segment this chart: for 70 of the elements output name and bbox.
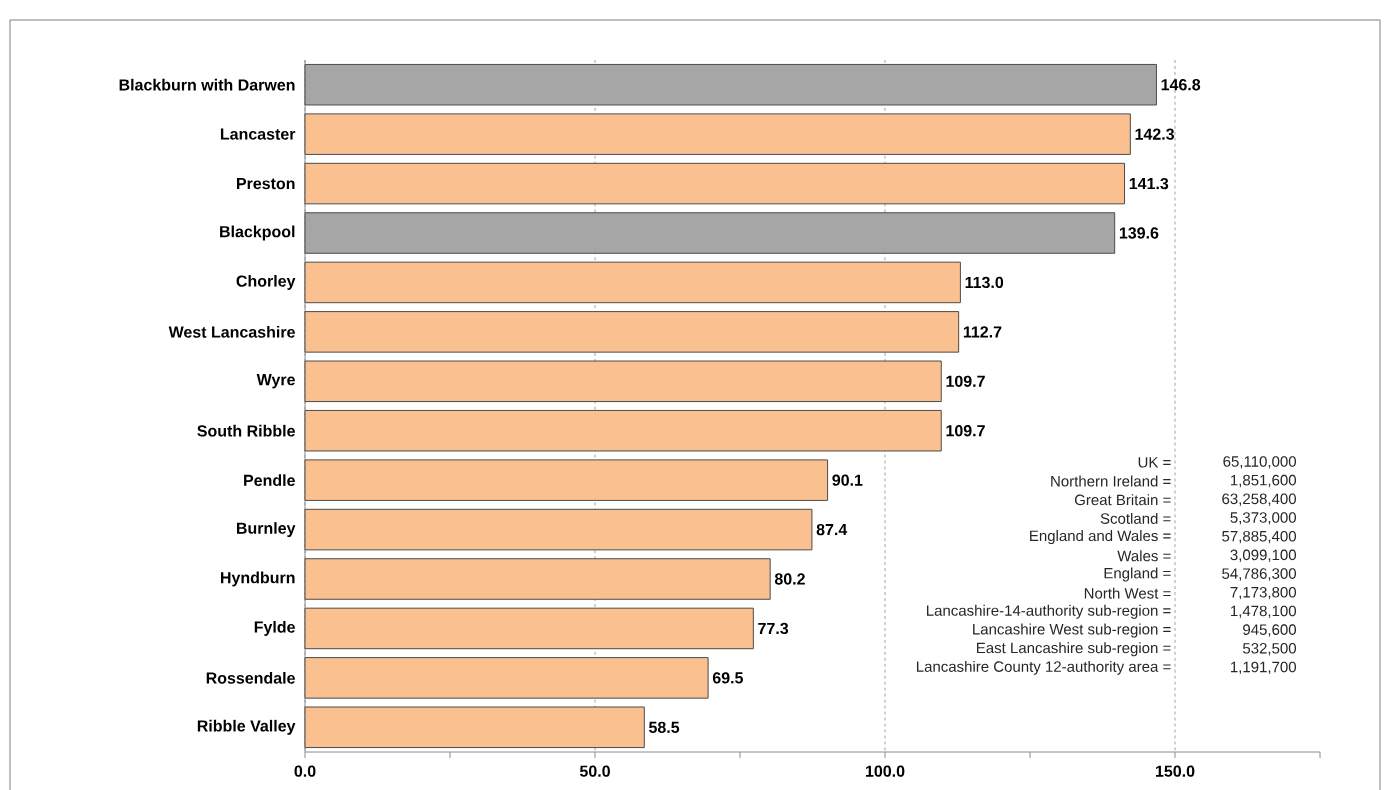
bar xyxy=(304,63,1157,106)
bar xyxy=(304,261,961,304)
annotation: 1,478,100 xyxy=(1231,605,1296,619)
bar xyxy=(304,212,1116,254)
x-tick-label: 0.0 xyxy=(294,765,316,777)
data-label: 69.5 xyxy=(712,672,743,684)
annotation: England = xyxy=(1104,567,1171,582)
data-label: 80.2 xyxy=(774,573,805,585)
y-tick-label: Lancaster xyxy=(220,128,296,140)
annotation: Lancashire-14-authority sub-region = xyxy=(927,604,1171,619)
annotation: Northern Ireland = xyxy=(1051,475,1171,487)
x-tick-label: 50.0 xyxy=(579,765,610,777)
bar xyxy=(304,706,645,749)
data-label: 58.5 xyxy=(649,721,680,733)
annotation: 7,173,800 xyxy=(1230,586,1296,600)
data-label: 113.0 xyxy=(965,276,1004,289)
annotation: England and Wales = xyxy=(1030,530,1171,545)
data-label: 139.6 xyxy=(1119,227,1159,239)
annotation: 54,786,300 xyxy=(1222,568,1296,581)
data-label: 109.7 xyxy=(946,375,985,387)
y-tick-label: Hyndburn xyxy=(221,571,295,587)
bar xyxy=(304,558,771,600)
annotation: 3,099,100 xyxy=(1230,549,1296,562)
y-tick-label: Ribble Valley xyxy=(197,719,296,735)
bar xyxy=(304,409,942,452)
annotation: 532,500 xyxy=(1242,643,1296,656)
annotation: 1,851,600 xyxy=(1231,474,1296,488)
bar xyxy=(304,113,1131,155)
bar xyxy=(304,508,813,551)
annotation: Scotland = xyxy=(1100,512,1171,524)
data-label: 87.4 xyxy=(816,523,848,536)
data-label: 90.1 xyxy=(832,474,863,486)
annotation: Lancashire County 12-authority area = xyxy=(916,660,1171,675)
bar xyxy=(304,360,942,403)
y-tick-label: South Ribble xyxy=(197,424,295,437)
annotation: 5,373,000 xyxy=(1230,512,1296,525)
y-tick-label: Fylde xyxy=(254,620,295,636)
data-label: 112.7 xyxy=(963,326,1002,338)
data-label: 77.3 xyxy=(758,622,789,635)
y-tick-label: Preston xyxy=(236,177,295,190)
annotation: Wales = xyxy=(1117,550,1171,562)
y-tick-label: Rossendale xyxy=(206,671,295,684)
annotation: Lancashire West sub-region = xyxy=(973,623,1171,638)
annotation: 945,600 xyxy=(1243,624,1296,637)
annotation: North West = xyxy=(1084,587,1171,599)
annotation: 63,258,400 xyxy=(1222,493,1296,506)
data-label: 141.3 xyxy=(1129,177,1169,190)
y-tick-label: Burnley xyxy=(236,522,296,538)
bar xyxy=(304,607,754,650)
bar xyxy=(304,657,709,699)
data-label: 142.3 xyxy=(1135,128,1175,140)
annotation: 1,191,700 xyxy=(1231,661,1296,675)
annotation: UK = xyxy=(1138,457,1171,468)
annotation: 57,885,400 xyxy=(1222,530,1296,544)
data-label: 146.8 xyxy=(1161,79,1201,91)
y-tick-label: Chorley xyxy=(236,274,296,290)
x-tick-label: 100.0 xyxy=(866,765,905,777)
y-tick-label: Blackpool xyxy=(220,225,295,241)
y-tick-label: West Lancashire xyxy=(168,325,295,338)
x-tick-label: 150.0 xyxy=(1156,765,1195,777)
y-tick-label: Wyre xyxy=(256,374,295,389)
annotation: East Lancashire sub-region = xyxy=(977,642,1171,657)
y-tick-label: Blackburn with Darwen xyxy=(119,78,295,91)
annotation: 65,110,000 xyxy=(1223,456,1296,469)
bar xyxy=(304,459,829,501)
data-label: 109.7 xyxy=(946,425,985,437)
bar xyxy=(304,311,960,353)
bar xyxy=(304,162,1126,205)
y-tick-label: Pendle xyxy=(244,474,295,487)
annotation: Great Britain = xyxy=(1074,494,1171,506)
